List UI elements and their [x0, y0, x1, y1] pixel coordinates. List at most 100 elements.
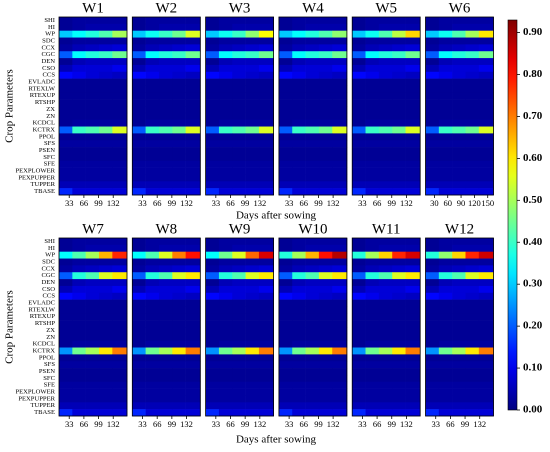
heat-cell: [85, 409, 100, 417]
heat-cell: [145, 23, 160, 31]
heat-cell: [278, 327, 293, 335]
heat-cell: [292, 238, 306, 246]
heat-cell: [278, 354, 293, 362]
heat-cell: [478, 285, 494, 294]
panel-title: W2: [155, 0, 177, 16]
heat-cell: [258, 272, 274, 280]
heat-cell: [438, 133, 453, 141]
row-label: KCDCL: [33, 341, 55, 348]
heat-cell: [132, 409, 146, 417]
heat-cell: [365, 126, 380, 134]
heat-cell: [438, 327, 453, 335]
heat-cell: [158, 71, 173, 79]
heat-cell: [258, 251, 274, 259]
row-label: CSO: [42, 65, 55, 72]
heat-cell: [99, 37, 113, 45]
heat-cell: [318, 388, 333, 396]
heat-cell: [232, 106, 246, 114]
heat-cell: [278, 279, 293, 287]
heat-cell: [145, 374, 160, 383]
heat-cell: [112, 402, 128, 410]
heat-cell: [145, 181, 160, 189]
heat-cell: [352, 85, 366, 93]
heat-cell: [305, 17, 320, 25]
heat-cell: [305, 160, 320, 168]
heat-cell: [478, 374, 494, 383]
heat-cell: [145, 37, 160, 45]
heat-cell: [205, 354, 220, 362]
heat-cell: [278, 112, 293, 120]
heat-cell: [218, 381, 233, 389]
heat-cell: [258, 395, 274, 403]
heat-cell: [158, 340, 173, 348]
heat-cell: [392, 409, 406, 417]
heat-cell: [392, 292, 406, 300]
x-tick-label: 132: [253, 198, 266, 208]
heat-cell: [405, 368, 421, 376]
heat-cell: [245, 92, 260, 100]
heat-cell: [365, 272, 380, 280]
heat-cell: [185, 354, 201, 362]
heat-cell: [205, 395, 220, 403]
heat-cell: [205, 140, 220, 148]
heat-cell: [85, 85, 100, 93]
heat-cell: [85, 265, 100, 273]
heat-cell: [352, 265, 366, 273]
heat-cell: [405, 51, 421, 59]
heat-cell: [438, 238, 453, 246]
heat-cell: [392, 112, 406, 120]
heat-cell: [318, 85, 333, 93]
heat-cell: [72, 188, 86, 196]
heat-cell: [218, 306, 233, 314]
heat-cell: [205, 409, 220, 417]
heat-cell: [245, 51, 260, 59]
heat-cell: [132, 258, 146, 266]
heat-cell: [392, 279, 406, 287]
heat-cell: [245, 119, 260, 127]
heat-cell: [452, 251, 466, 259]
heat-cell: [85, 37, 100, 45]
heat-cell: [452, 99, 466, 107]
heat-cell: [452, 327, 466, 335]
heat-cell: [205, 388, 220, 396]
heat-cell: [218, 313, 233, 321]
heat-cell: [365, 167, 380, 175]
heat-cell: [378, 238, 393, 246]
x-tick-label: 132: [327, 198, 340, 208]
heat-cell: [278, 368, 293, 376]
heat-cell: [99, 188, 113, 196]
heat-cell: [378, 30, 393, 38]
heat-cell: [352, 251, 366, 259]
heat-cell: [378, 167, 393, 175]
heat-cell: [218, 51, 233, 59]
heat-cell: [218, 58, 233, 66]
heat-cell: [292, 17, 306, 25]
heat-cell: [172, 147, 186, 155]
heat-cell: [185, 313, 201, 321]
heat-cell: [205, 99, 220, 107]
heat-cell: [185, 44, 201, 52]
heat-cell: [245, 333, 260, 341]
heat-cell: [245, 354, 260, 362]
heat-cell: [158, 299, 173, 307]
heat-cell: [112, 244, 128, 252]
heat-cell: [438, 368, 453, 376]
heat-cell: [392, 153, 406, 162]
x-tick-label: 33: [358, 419, 367, 429]
heat-cell: [85, 17, 100, 25]
heat-cell: [99, 388, 113, 396]
heat-cell: [378, 51, 393, 59]
heat-cell: [392, 140, 406, 148]
heat-cell: [205, 361, 220, 369]
heat-cell: [112, 374, 128, 383]
heat-cell: [278, 119, 293, 127]
heat-cell: [258, 99, 274, 107]
heat-cell: [99, 44, 113, 52]
heat-cell: [258, 44, 274, 52]
heat-cell: [112, 119, 128, 127]
heat-cell: [85, 51, 100, 59]
heat-cell: [278, 133, 293, 141]
heat-cell: [172, 272, 186, 280]
row-label: RTEXLW: [28, 306, 55, 313]
